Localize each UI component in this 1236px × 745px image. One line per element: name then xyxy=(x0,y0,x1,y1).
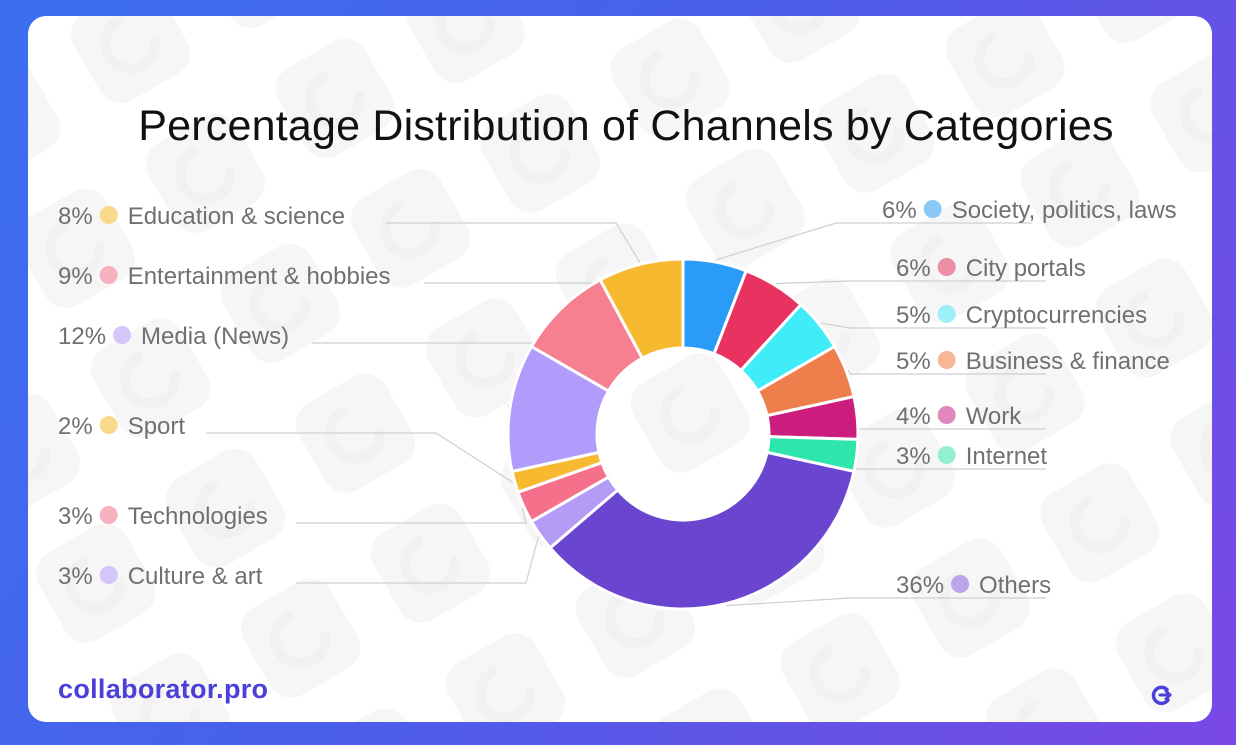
legend-entry: 12% Media (News) xyxy=(58,323,289,350)
slice-value-label: 5% xyxy=(896,348,931,375)
slice-category-label: Sport xyxy=(128,413,186,440)
legend-entry: 5% Cryptocurrencies xyxy=(896,302,1147,329)
legend-dot xyxy=(937,446,956,464)
slice-value-label: 36% xyxy=(896,572,944,599)
slice-value-label: 6% xyxy=(896,255,931,282)
slice-others xyxy=(547,450,856,611)
slice-category-label: Media (News) xyxy=(141,323,289,350)
legend-dot xyxy=(99,506,118,524)
legend-dot xyxy=(99,266,118,284)
slice-labels: 6% Society, politics, laws 6% City portals 5… xyxy=(58,197,1177,599)
legend-entry: 4% Work xyxy=(896,403,1022,430)
leader-line xyxy=(776,280,1046,285)
slice-category-label: Internet xyxy=(966,443,1048,470)
slice-value-label: 6% xyxy=(882,197,917,224)
leader-line xyxy=(312,342,543,408)
leader-line xyxy=(296,507,527,524)
legend-entry: 6% Society, politics, laws xyxy=(882,197,1177,224)
legend-entry: 3% Culture & art xyxy=(58,563,263,590)
leader-line xyxy=(820,322,1046,329)
slice-category-label: Business & finance xyxy=(966,348,1170,375)
chart-title: Percentage Distribution of Channels by C… xyxy=(138,102,1114,150)
slice-category-label: Society, politics, laws xyxy=(952,197,1177,224)
slice-value-label: 5% xyxy=(896,302,931,329)
legend-entry: 9% Entertainment & hobbies xyxy=(58,263,391,290)
legend-dot xyxy=(923,200,942,218)
legend-entry: 2% Sport xyxy=(58,413,185,440)
leader-line xyxy=(386,222,641,263)
legend-dot xyxy=(937,258,956,276)
slice-value-label: 3% xyxy=(896,443,931,470)
legend-entry: 6% City portals xyxy=(896,255,1086,282)
slice-category-label: City portals xyxy=(966,255,1086,282)
legend-dot xyxy=(937,406,956,424)
slice-value-label: 2% xyxy=(58,413,93,440)
slice-category-label: Technologies xyxy=(128,503,268,530)
leader-line xyxy=(847,369,1046,375)
slice-education-science xyxy=(598,257,685,361)
legend-dot xyxy=(113,326,132,344)
legend-dot xyxy=(937,351,956,369)
slice-category-label: Work xyxy=(966,403,1023,430)
leader-line xyxy=(726,597,1046,607)
brand-wordmark: collaborator.pro xyxy=(58,674,269,704)
legend-dot xyxy=(99,416,118,434)
slice-value-label: 4% xyxy=(896,403,931,430)
legend-entry: 5% Business & finance xyxy=(896,348,1170,375)
slice-value-label: 12% xyxy=(58,323,106,350)
legend-dot xyxy=(99,566,118,584)
slice-category-label: Cryptocurrencies xyxy=(966,302,1147,329)
slice-category-label: Entertainment & hobbies xyxy=(128,263,391,290)
collaborator-logo-icon xyxy=(1151,685,1172,706)
leader-line xyxy=(206,432,514,483)
legend-dot xyxy=(951,575,970,593)
leader-line xyxy=(715,222,1032,261)
legend-entry: 3% Technologies xyxy=(58,503,268,530)
slice-value-label: 8% xyxy=(58,203,93,230)
legend-dot xyxy=(99,206,118,224)
slice-value-label: 3% xyxy=(58,503,93,530)
slice-category-label: Others xyxy=(979,572,1051,599)
slice-category-label: Education & science xyxy=(128,203,345,230)
legend-dot xyxy=(937,305,956,323)
legend-entry: 36% Others xyxy=(896,572,1051,599)
leader-line xyxy=(296,536,540,584)
slice-value-label: 3% xyxy=(58,563,93,590)
legend-entry: 8% Education & science xyxy=(58,203,345,230)
legend-entry: 3% Internet xyxy=(896,443,1047,470)
slice-category-label: Culture & art xyxy=(128,563,263,590)
slice-value-label: 9% xyxy=(58,263,93,290)
donut-slices xyxy=(506,257,860,611)
